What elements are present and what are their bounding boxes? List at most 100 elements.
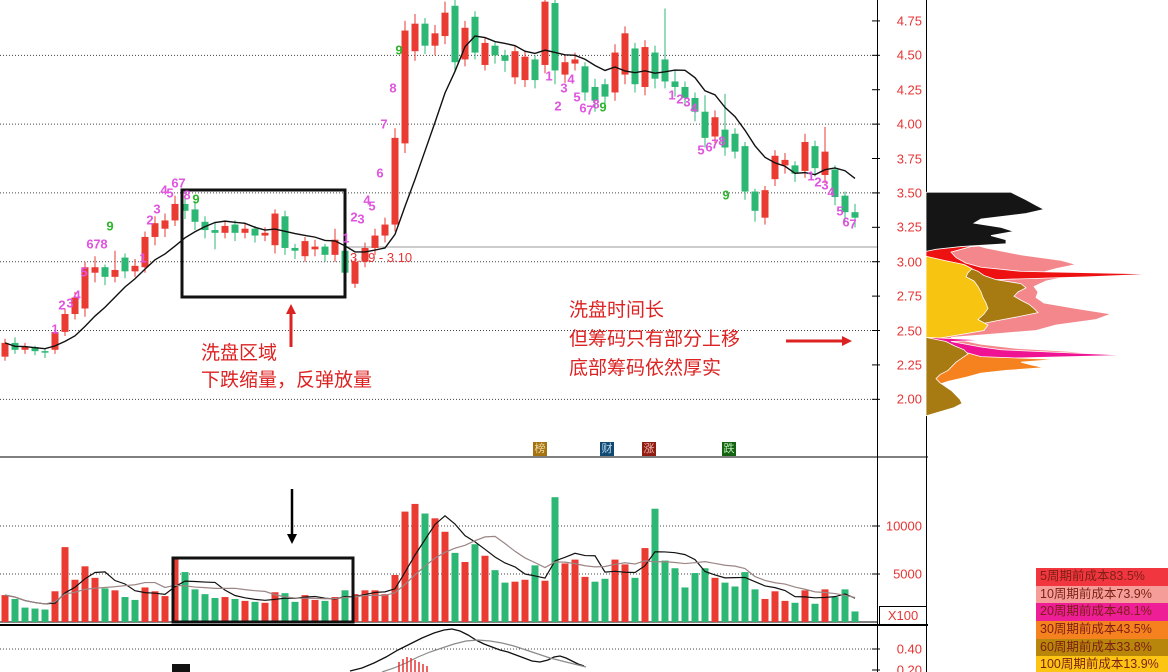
volume-bar [851, 611, 859, 622]
candle-body [131, 265, 139, 272]
candle-body [551, 3, 559, 71]
candle-body [691, 97, 699, 112]
candle-body [671, 81, 679, 87]
volume-bar [301, 595, 309, 622]
finance-button[interactable]: 财 [600, 442, 614, 456]
candle-body [611, 52, 619, 93]
candle-body [61, 314, 69, 332]
volume-bar [821, 589, 829, 622]
volume-bar [271, 592, 279, 622]
volume-bar [681, 587, 689, 622]
candle-body [321, 246, 329, 255]
volume-bar [11, 598, 19, 622]
candle-body [681, 86, 689, 98]
volume-bar [181, 572, 189, 622]
candle-body [81, 267, 89, 309]
volume-bar [241, 600, 249, 622]
volume-bar [371, 590, 379, 622]
candle-body [21, 347, 29, 350]
volume-bar [31, 608, 39, 622]
volume-bar [141, 587, 149, 622]
volume-bar [721, 582, 729, 622]
volume-bar [41, 609, 49, 622]
candle-body [701, 111, 709, 138]
chip-layer-olive-lower [925, 336, 969, 417]
candle-body [791, 165, 799, 174]
candle-body [311, 246, 319, 250]
candle-body [331, 239, 339, 255]
candle-body [631, 48, 639, 85]
volume-bar [261, 602, 269, 622]
indicator-curve-fast [349, 628, 585, 672]
volume-bar [411, 503, 419, 622]
candle-body [711, 117, 719, 137]
highlight-box-volume [171, 556, 355, 624]
volume-bar [211, 598, 219, 622]
volume-bar [781, 600, 789, 622]
candle-body [601, 84, 609, 97]
candle-body [421, 23, 429, 46]
volume-bar [711, 577, 719, 622]
volume-bar [471, 544, 479, 622]
volume-bar [311, 599, 319, 622]
candle-body [191, 209, 199, 222]
volume-bar [811, 603, 819, 622]
right-arrow-head [842, 336, 852, 346]
candle-body [371, 235, 379, 248]
chip-layer-yellow [925, 255, 989, 343]
volume-bar [251, 601, 259, 622]
volume-bar [91, 577, 99, 622]
volume-bar [51, 591, 59, 622]
volume-bar [451, 552, 459, 622]
candle-body [481, 42, 489, 65]
volume-bar [641, 548, 649, 622]
candle-body [771, 155, 779, 180]
volume-bar [71, 579, 79, 622]
candle-body [761, 190, 769, 218]
volume-bar [81, 566, 89, 622]
rise-button[interactable]: 涨 [642, 442, 656, 456]
candle-body [361, 247, 369, 262]
volume-bar [511, 581, 519, 622]
volume-bar [741, 572, 749, 622]
volume-bar [441, 531, 449, 622]
volume-bar [831, 597, 839, 622]
volume-bar [161, 596, 169, 622]
volume-bar [391, 574, 399, 622]
volume-bar [171, 558, 179, 622]
volume-bar [701, 568, 709, 622]
rank-button[interactable]: 榜 [533, 442, 547, 456]
indicator-curve-slow [381, 639, 587, 672]
volume-bar [481, 555, 489, 622]
candle-body [441, 12, 449, 37]
candle-body [261, 232, 269, 236]
volume-bar [431, 518, 439, 622]
candle-body [231, 224, 239, 233]
volume-bar [571, 559, 579, 622]
candle-body [581, 66, 589, 93]
down-arrow-head [287, 534, 297, 544]
candle-body [781, 159, 789, 166]
volume-bar [381, 594, 389, 622]
candle-body [281, 216, 289, 248]
candle-body [211, 230, 219, 233]
volume-bar [841, 589, 849, 622]
price-ma-line [4, 35, 856, 350]
candle-body [741, 146, 749, 192]
candle-body [391, 137, 399, 225]
candle-body [1, 342, 9, 357]
candle-body [661, 59, 669, 82]
fall-button[interactable]: 跌 [722, 442, 736, 456]
candle-body [221, 225, 229, 233]
candle-body [531, 59, 539, 81]
candle-body [351, 261, 359, 284]
up-arrow-head [286, 304, 296, 314]
candle-body [571, 59, 579, 64]
volume-bar [221, 597, 229, 622]
volume-bar [551, 497, 559, 622]
candle-body [641, 47, 649, 87]
candle-body [41, 351, 49, 353]
candle-body [721, 129, 729, 148]
